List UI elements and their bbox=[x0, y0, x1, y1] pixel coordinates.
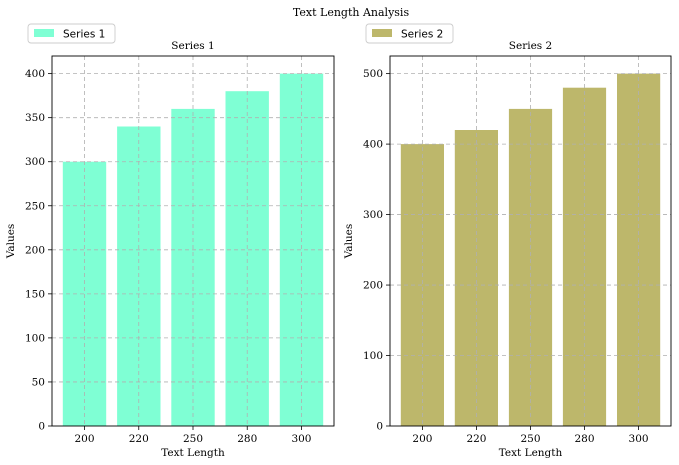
y-tick-label: 150 bbox=[25, 288, 45, 300]
y-tick-label: 100 bbox=[363, 350, 383, 362]
panel-title: Series 2 bbox=[509, 40, 552, 52]
bar-280 bbox=[562, 87, 607, 426]
bar-220 bbox=[454, 130, 498, 426]
x-tick-label: 300 bbox=[291, 433, 311, 445]
x-tick-label: 220 bbox=[466, 433, 486, 445]
y-tick-label: 500 bbox=[363, 68, 383, 80]
legend-box bbox=[27, 23, 116, 44]
figure-title: Text Length Analysis bbox=[293, 6, 410, 19]
x-tick-label: 280 bbox=[237, 433, 257, 445]
y-axis-label: Values bbox=[5, 224, 17, 260]
legend: Series 1 bbox=[27, 23, 116, 44]
y-tick-label: 350 bbox=[25, 112, 45, 124]
x-tick-label: 200 bbox=[412, 433, 432, 445]
legend-label: Series 2 bbox=[401, 29, 443, 41]
legend-swatch bbox=[34, 29, 54, 37]
y-tick-label: 400 bbox=[25, 68, 45, 80]
y-tick-label: 0 bbox=[376, 421, 383, 433]
x-axis-label: Text Length bbox=[161, 447, 225, 459]
panel-title: Series 1 bbox=[171, 40, 214, 52]
y-tick-label: 200 bbox=[25, 244, 45, 256]
chart-panel-1: 0 50 100 150 200 250 300 350 400 200 220 250 280 300 S… bbox=[5, 23, 335, 459]
y-tick-label: 300 bbox=[363, 209, 383, 221]
x-tick-label: 200 bbox=[75, 433, 95, 445]
y-tick-label: 400 bbox=[363, 139, 383, 151]
y-tick-label: 50 bbox=[32, 376, 45, 388]
x-tick-label: 280 bbox=[575, 433, 595, 445]
y-tick-label: 250 bbox=[25, 200, 45, 212]
x-tick-label: 250 bbox=[183, 433, 203, 445]
legend-swatch bbox=[372, 29, 392, 37]
x-tick-label: 300 bbox=[629, 433, 649, 445]
chart-panel-2: 0 100 200 300 400 500 200 220 250 280 300 Series 2 T… bbox=[343, 23, 672, 459]
y-axis-label: Values bbox=[343, 224, 355, 260]
y-tick-label: 200 bbox=[363, 280, 383, 292]
x-axis-label: Text Length bbox=[499, 447, 563, 459]
legend: Series 2 bbox=[365, 23, 454, 44]
y-tick-label: 100 bbox=[25, 332, 45, 344]
legend-box bbox=[365, 23, 454, 44]
y-tick-label: 0 bbox=[38, 421, 45, 433]
x-tick-label: 250 bbox=[520, 433, 540, 445]
y-tick-label: 300 bbox=[25, 156, 45, 168]
legend-label: Series 1 bbox=[63, 29, 105, 41]
x-tick-label: 220 bbox=[129, 433, 149, 445]
